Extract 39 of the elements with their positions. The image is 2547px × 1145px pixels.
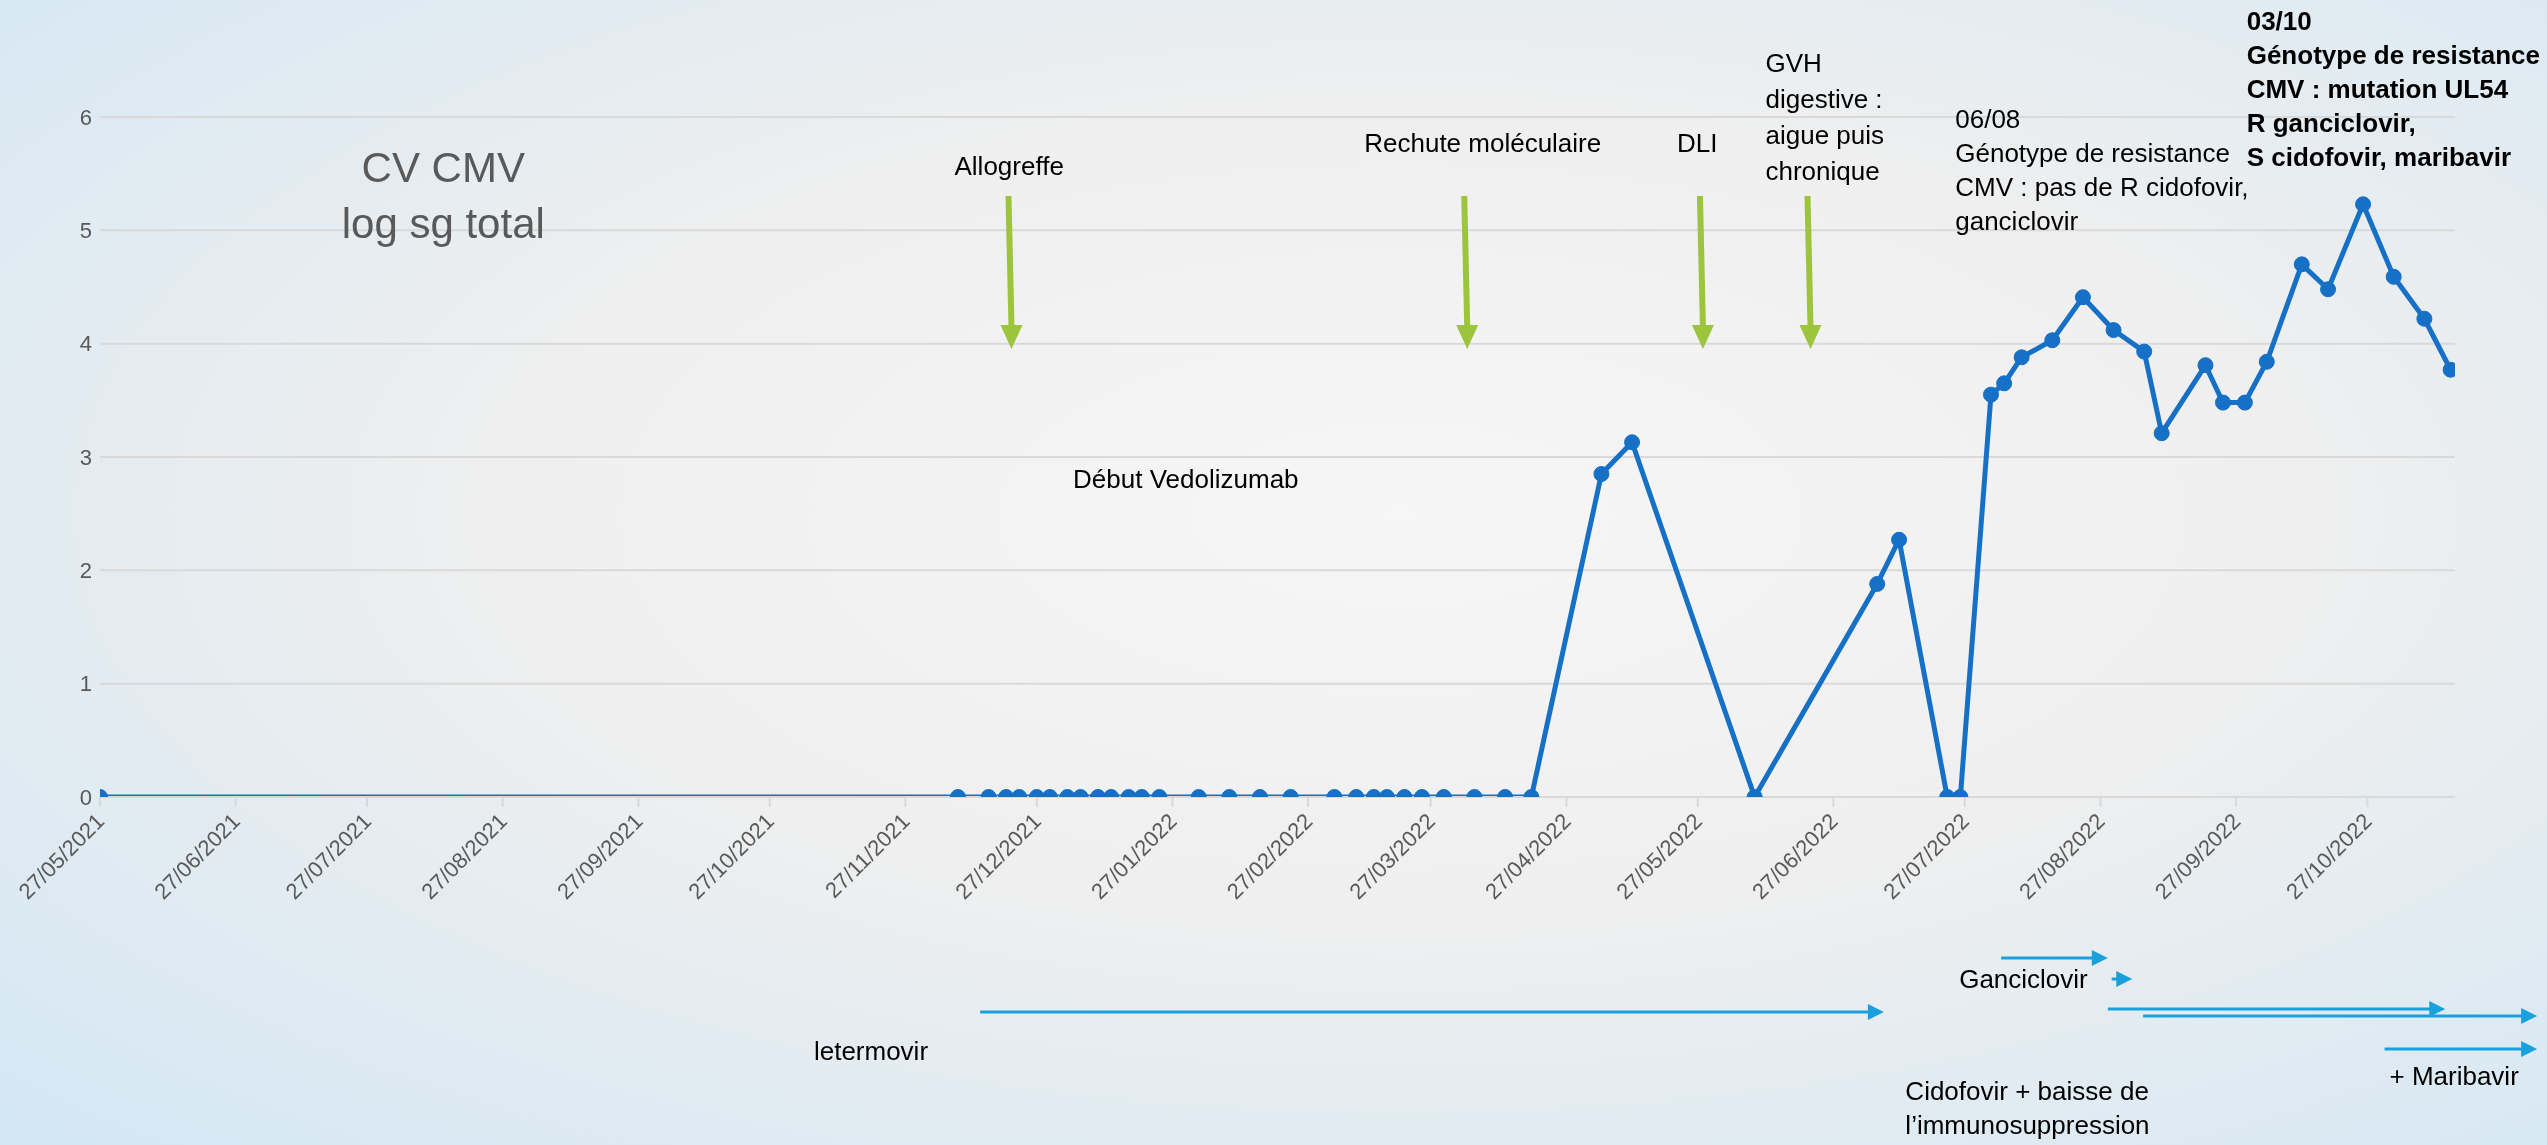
text: CV CMV log sg total: [341, 144, 545, 247]
point: [2136, 343, 2153, 360]
point: [1624, 434, 1641, 451]
annotation: Rechute moléculaire: [1364, 128, 1602, 158]
point: [1869, 575, 1886, 592]
point: [1996, 375, 2013, 392]
point: [2320, 281, 2337, 298]
point: [2153, 425, 2170, 442]
point: [2355, 196, 2372, 213]
y-tick-label: 4: [79, 331, 92, 357]
point: [2258, 353, 2275, 370]
point: [2215, 394, 2231, 411]
text: letermovir: [813, 1036, 929, 1066]
annotation: GVH digestive : aigue puis chronique: [1765, 48, 1885, 186]
annotation: DLI: [1676, 128, 1718, 158]
point: [2044, 332, 2061, 349]
point: [2197, 357, 2214, 374]
annotation: Début Vedolizumab: [1073, 464, 1299, 494]
point: [2105, 322, 2122, 339]
y-tick-label: 6: [79, 104, 92, 130]
y-tick-label: 1: [79, 671, 92, 697]
point: [1891, 531, 1908, 548]
point: [2013, 349, 2030, 366]
annotation: 03/10 Génotype de resistance CMV : mutation UL54 R ganciclovir, S cidofovir, maribavir: [2246, 6, 2541, 172]
y-tick-label: 0: [79, 784, 92, 810]
text: Cidofovir + baisse de l’immunosuppression: [1905, 1076, 2150, 1140]
text: Ganciclovir: [1959, 964, 2089, 994]
y-tick-label: 3: [79, 444, 92, 470]
y-tick-label: 2: [79, 558, 92, 584]
y-tick-label: 5: [79, 218, 92, 244]
point: [1593, 466, 1610, 482]
point: [2385, 268, 2402, 285]
point: [2074, 289, 2091, 306]
annotation: Allogreffe: [954, 151, 1064, 181]
text: + Maribavir: [2389, 1061, 2520, 1091]
point: [2293, 256, 2310, 273]
point: [2416, 310, 2433, 327]
point: [2236, 394, 2253, 411]
point: [1983, 386, 1999, 403]
